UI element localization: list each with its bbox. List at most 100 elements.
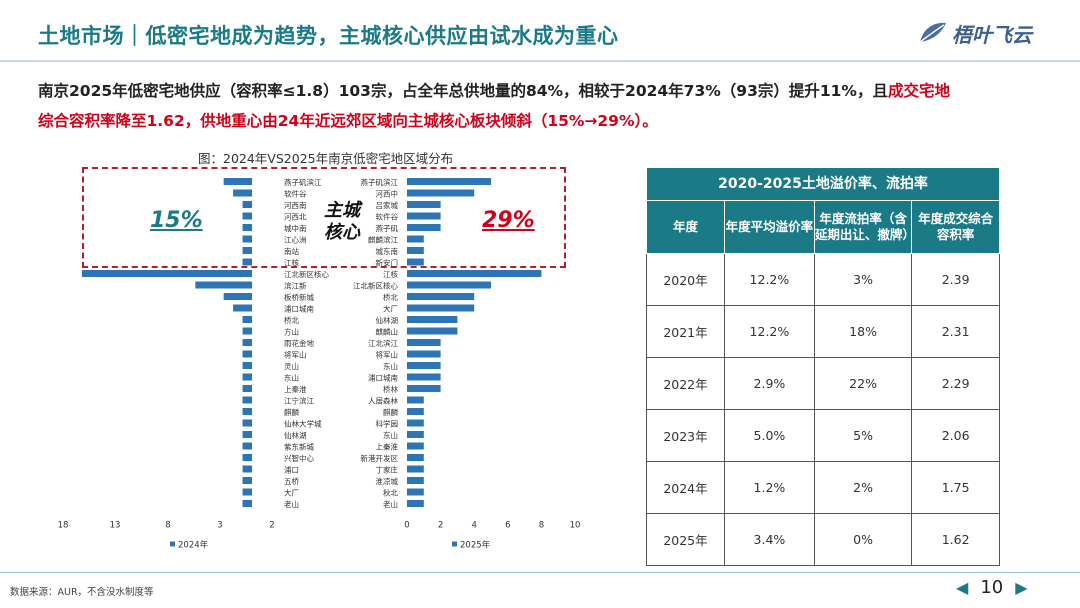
bar-2024 <box>242 431 252 438</box>
table-cell-1-1: 12.2% <box>723 305 815 358</box>
x-tick-2025: 6 <box>505 521 510 531</box>
category-label-2025: 麒麟滨江 <box>368 235 398 245</box>
bar-2024 <box>233 189 252 197</box>
table-cell-2-1: 2.9% <box>723 357 815 410</box>
bar-2024 <box>242 201 252 208</box>
category-label-2025: 江核 <box>383 269 398 279</box>
category-label-2025: 城东南 <box>376 246 399 256</box>
category-label-2025: 东山 <box>383 430 398 440</box>
category-label-2025: 大厂 <box>383 304 398 314</box>
bar-2024 <box>242 408 252 415</box>
summary-line1: 南京2025年低密宅地供应（容积率≤1.8）103宗，占全年总供地量的84%，相… <box>38 82 888 100</box>
bar-2025 <box>407 189 475 197</box>
premium-rate-table: 2020-2025土地溢价率、流拍率 年度 年度平均溢价率 年度流拍率（含延期出让、… <box>646 167 1000 566</box>
bar-2024 <box>223 178 252 185</box>
x-tick-2025: 4 <box>471 521 476 531</box>
table-cell-1-0: 2021年 <box>646 305 725 358</box>
x-tick-2025: 0 <box>404 521 409 531</box>
bar-2025 <box>407 304 475 312</box>
category-label-2024: 软件谷 <box>284 189 307 199</box>
category-label-2025: 燕子矶 <box>376 223 399 233</box>
header-divider <box>0 60 1080 62</box>
bar-2025 <box>407 477 424 484</box>
bar-2024 <box>242 316 252 323</box>
bar-2024 <box>242 500 252 507</box>
table-cell-3-1: 5.0% <box>723 409 815 462</box>
category-label-2024: 浦口 <box>284 465 299 475</box>
bar-2025 <box>407 327 458 335</box>
category-label-2024: 兴智中心 <box>284 453 314 463</box>
bar-2024 <box>242 247 252 254</box>
table-title: 2020-2025土地溢价率、流拍率 <box>646 167 1000 201</box>
category-label-2024: 桥北 <box>284 315 299 325</box>
table-cell-0-1: 12.2% <box>723 253 815 306</box>
bar-2025 <box>407 465 424 473</box>
bar-2025 <box>407 339 441 346</box>
category-label-2024: 江心洲 <box>284 236 307 245</box>
table-cell-0-0: 2020年 <box>646 253 725 306</box>
bar-2025 <box>407 270 542 277</box>
bar-2025 <box>407 454 424 461</box>
category-label-2025: 丁家庄 <box>376 465 399 475</box>
category-label-2024: 大厂 <box>284 488 299 498</box>
category-label-2024: 江核 <box>284 258 299 268</box>
table-header-0: 年度 <box>646 200 725 254</box>
category-label-2024: 紫东新城 <box>284 442 314 452</box>
bar-2025 <box>407 247 424 254</box>
category-label-2025: 上秦淮 <box>376 442 399 452</box>
legend-swatch-2025 <box>452 541 457 547</box>
bar-2024 <box>242 465 252 473</box>
category-label-2025: 仙林湖 <box>376 315 399 325</box>
category-label-2025: 新港开发区 <box>361 453 399 463</box>
category-label-2025: 吕家城 <box>376 200 399 210</box>
footer-divider <box>0 572 1080 573</box>
core-area-label: 主城 核心 <box>318 200 366 244</box>
table-row: 2023年 5.0% 5% 2.06 <box>646 409 1000 462</box>
bar-2024 <box>242 339 252 346</box>
category-label-2025: 桥北 <box>383 292 398 302</box>
page-number: 10 <box>980 577 1004 598</box>
table-row: 2021年 12.2% 18% 2.31 <box>646 305 1000 358</box>
bar-2024 <box>242 477 252 484</box>
table-cell-3-2: 5% <box>813 409 913 462</box>
bar-2024 <box>242 362 252 369</box>
bar-2024 <box>242 488 252 496</box>
category-label-2024: 滨江新 <box>284 281 307 291</box>
bar-2024 <box>242 442 252 450</box>
x-tick-2024: 8 <box>165 521 170 531</box>
bar-2024 <box>242 385 252 392</box>
summary-text: 南京2025年低密宅地供应（容积率≤1.8）103宗，占全年总供地量的84%，相… <box>38 76 1053 136</box>
table-cell-2-3: 2.29 <box>911 357 1000 410</box>
bar-2025 <box>407 178 491 185</box>
category-label-2025: 新安门 <box>376 258 399 268</box>
category-label-2024: 板桥新城 <box>284 292 314 302</box>
category-label-2025: 浦口城南 <box>368 373 398 383</box>
category-label-2025: 江北新区核心 <box>353 281 398 291</box>
x-tick-2025: 10 <box>570 521 581 531</box>
bar-2025 <box>407 350 441 358</box>
table-cell-3-3: 2.06 <box>911 409 1000 462</box>
table-row: 2020年 12.2% 3% 2.39 <box>646 253 1000 306</box>
prev-page-icon[interactable]: ◀ <box>956 578 969 597</box>
bar-2024 <box>242 419 252 427</box>
bar-2025 <box>407 373 441 381</box>
category-label-2024: 老山 <box>284 499 299 509</box>
category-label-2024: 方山 <box>284 327 299 337</box>
x-tick-2025: 2 <box>438 521 443 531</box>
bar-2025 <box>407 362 441 369</box>
category-label-2024: 五桥 <box>284 476 299 486</box>
category-label-2025: 东山 <box>383 361 398 371</box>
next-page-icon[interactable]: ▶ <box>1015 578 1028 597</box>
category-label-2025: 麒麟山 <box>376 327 399 337</box>
category-label-2025: 淮凉城 <box>376 476 399 486</box>
table-cell-3-0: 2023年 <box>646 409 725 462</box>
category-label-2024: 雨花金地 <box>284 338 314 348</box>
category-label-2024: 仙林大学城 <box>284 419 322 429</box>
bar-2024 <box>233 304 252 312</box>
core-label-line1: 主城 <box>324 200 360 221</box>
category-label-2024: 江北新区核心 <box>284 269 329 279</box>
bar-2025 <box>407 500 424 507</box>
table-cell-5-3: 1.62 <box>911 513 1000 566</box>
bar-2024 <box>242 454 252 461</box>
category-label-2025: 科学园 <box>376 419 399 429</box>
